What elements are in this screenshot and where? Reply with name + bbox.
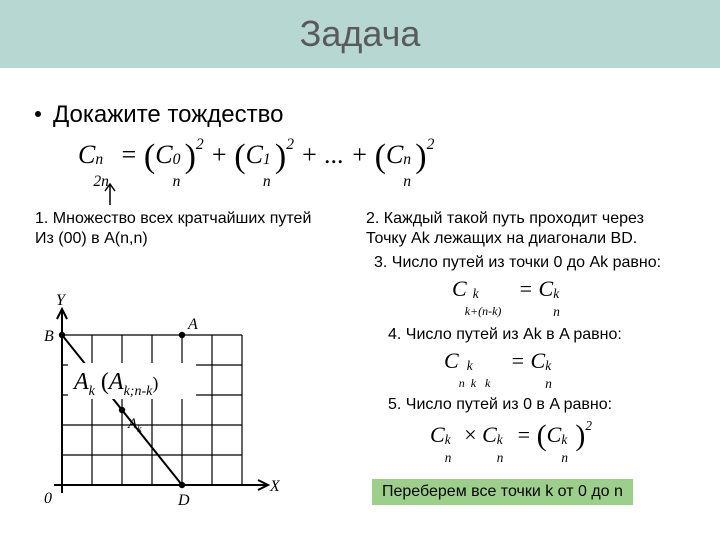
svg-text:X: X (269, 478, 280, 495)
lattice-diagram: 0BADXYAkAk (Ak;n-k) (10, 269, 280, 519)
slide-title: Задача (300, 13, 421, 55)
plus-dots: + ... + (301, 140, 375, 169)
step-1-line2: Из (00) в A(n,n) (35, 229, 311, 249)
lparen: ( (537, 419, 547, 452)
svg-text:B: B (44, 328, 54, 345)
lparen: ( (375, 138, 386, 175)
svg-text:0: 0 (44, 490, 52, 507)
c-symbol: C (539, 276, 554, 301)
main-identity-formula: Cn2n = (C0n)2 + (C1n)2 + ... + (Cnn)2 (78, 136, 434, 176)
sub: n (545, 376, 552, 392)
step-3-text: 3. Число путей из точки 0 до Ak равно: (374, 254, 661, 272)
formula-5: Ckn × Ckn = (Ckn)2 (430, 418, 592, 453)
c-symbol: C (482, 422, 497, 447)
c-symbol: C (78, 140, 95, 169)
step-1-line1: 1. Множество всех кратчайших путей (35, 209, 311, 229)
sub: n (445, 450, 452, 466)
plus: + (210, 140, 234, 169)
rparen: ) (185, 138, 196, 175)
svg-text:Y: Y (56, 292, 67, 309)
equals: = (516, 422, 536, 447)
title-band: Задача (0, 0, 720, 68)
sup: 1 (263, 151, 271, 169)
lparen: ( (144, 138, 155, 175)
c-symbol: C (452, 276, 467, 301)
c-symbol: C (444, 348, 459, 373)
step-2-line2: Точку Ak лежащих на диагонали BD. (366, 229, 706, 249)
power: 2 (585, 418, 592, 433)
bullet-line: Докажите тождество (35, 101, 283, 129)
formula-4: Ckn k k = Ckn (444, 348, 559, 374)
sub: n (497, 450, 504, 466)
rparen: ) (275, 138, 286, 175)
footer-callout: Переберем все точки k от 0 до n (372, 479, 633, 505)
step-4-text: 4. Число путей из Ak в A равно: (388, 326, 622, 344)
sup: n (95, 151, 103, 169)
svg-text:Ak: Ak (127, 416, 142, 435)
bullet-icon (35, 111, 41, 117)
step-2-text: 2. Каждый такой путь проходит через Точк… (366, 209, 706, 249)
c-symbol: C (386, 140, 403, 169)
sub: k+(n-k) (465, 304, 502, 319)
sub: n (263, 173, 271, 191)
lparen: ( (234, 138, 245, 175)
sup: k (497, 432, 503, 448)
sup: k (545, 358, 551, 374)
footer-text: Переберем все точки k от 0 до n (382, 483, 623, 500)
power: 2 (427, 136, 435, 153)
step-2-line1: 2. Каждый такой путь проходит через (366, 209, 706, 229)
rparen: ) (575, 419, 585, 452)
svg-text:D: D (177, 492, 190, 509)
c-symbol: C (547, 422, 562, 447)
sup: n (403, 151, 411, 169)
rparen: ) (415, 138, 426, 175)
sub: n (561, 450, 568, 466)
step-5-text: 5. Число путей из 0 в A равно: (388, 396, 612, 414)
sub: n (403, 173, 411, 191)
times: × (464, 422, 482, 447)
sup: k (467, 358, 473, 374)
bullet-text: Докажите тождество (53, 101, 283, 128)
sub: n (553, 304, 560, 320)
equals: = (518, 276, 538, 301)
c-symbol: C (531, 348, 546, 373)
sup: k (473, 286, 479, 302)
power: 2 (196, 136, 204, 153)
svg-text:A: A (187, 316, 198, 333)
c-symbol: C (246, 140, 263, 169)
power: 2 (286, 136, 294, 153)
sub: n k k (459, 376, 491, 391)
sup: k (561, 432, 567, 448)
step-1-text: 1. Множество всех кратчайших путей Из (0… (35, 209, 311, 249)
formula-3: Ckk+(n-k) = Ckn (452, 276, 567, 302)
sup: k (553, 286, 559, 302)
c-symbol: C (430, 422, 445, 447)
sup: 0 (173, 151, 181, 169)
sup: k (445, 432, 451, 448)
c-symbol: C (155, 140, 172, 169)
equals: = (510, 348, 530, 373)
sub: n (173, 173, 181, 191)
equals: = (120, 140, 144, 169)
